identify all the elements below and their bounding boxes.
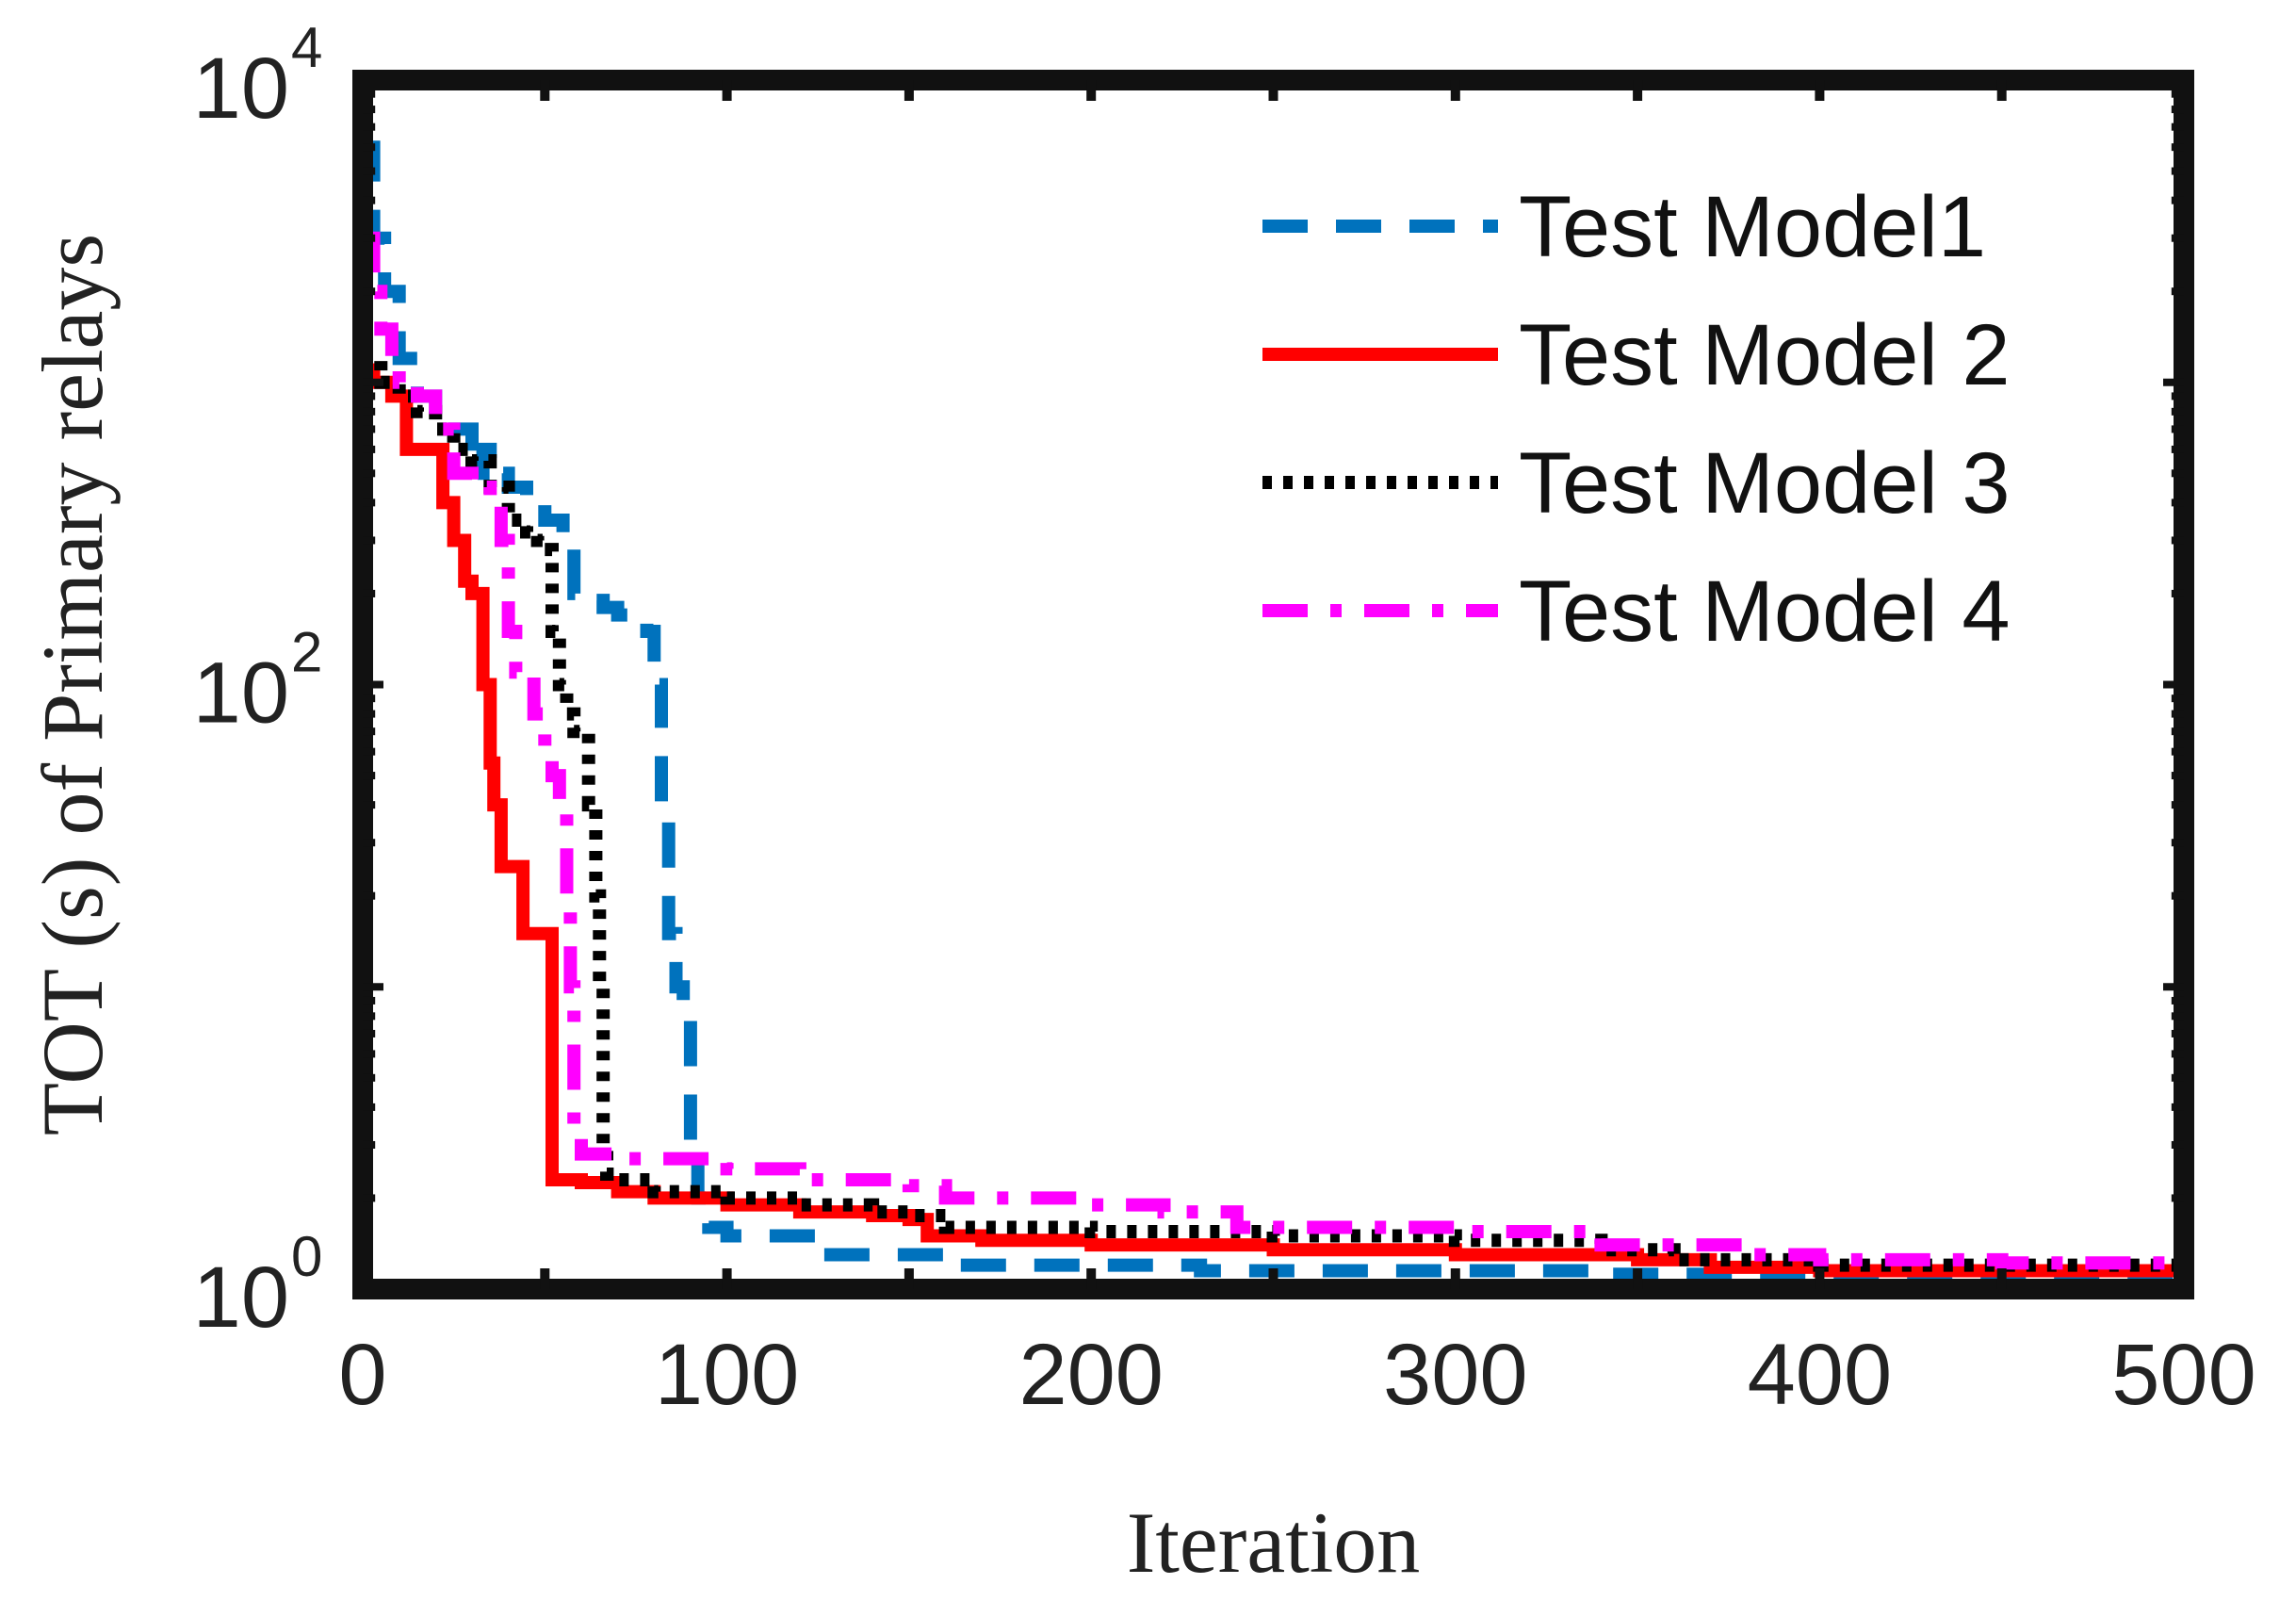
series-line-3 <box>363 351 2184 1272</box>
y-tick-label-base: 10 <box>193 1250 289 1346</box>
y-axis-title: TOT (s) of Primary relays <box>24 234 121 1135</box>
series-line-1 <box>363 140 2184 1282</box>
y-tick-label-exponent: 0 <box>291 1225 322 1288</box>
ticks-layer <box>358 80 2189 1293</box>
legend: Test Model1 Test Model 2 Test Model 3 Test … <box>1262 179 2011 660</box>
legend-label-2: Test Model 2 <box>1519 307 2011 403</box>
y-tick-label-base: 10 <box>193 645 289 742</box>
legend-label-3: Test Model 3 <box>1519 435 2011 531</box>
legend-label-1: Test Model1 <box>1519 179 1986 275</box>
y-tick-label-base: 10 <box>193 41 289 137</box>
x-tick-label: 100 <box>655 1327 800 1423</box>
x-tick-label: 500 <box>2111 1327 2256 1423</box>
series-layer <box>363 140 2184 1282</box>
x-axis-title: Iteration <box>1127 1495 1421 1591</box>
series-line-2 <box>363 363 2184 1278</box>
y-tick-label-exponent: 4 <box>291 16 322 79</box>
x-tick-label: 400 <box>1748 1327 1893 1423</box>
x-tick-label: 300 <box>1383 1327 1528 1423</box>
y-tick-label-exponent: 2 <box>291 621 322 684</box>
legend-label-4: Test Model 4 <box>1519 564 2011 660</box>
x-tick-label: 0 <box>338 1327 386 1423</box>
x-tick-label: 200 <box>1018 1327 1164 1423</box>
